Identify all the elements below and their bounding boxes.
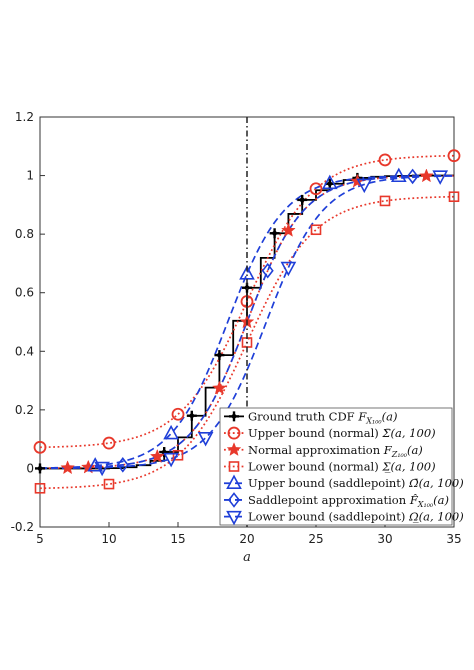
legend-entry-4: Lower bound (normal) Σ̲(a, 100) [224,460,436,474]
marker-triangle-up [321,174,338,190]
y-tick-label: 1.2 [15,110,34,124]
x-tick-label: 30 [377,532,392,546]
legend-label: Normal approximation FZ₁₀₀(a) [248,443,423,459]
marker-plus [186,410,197,421]
legend-label: Saddlepoint approximation F̂X₁₀₀(a) [248,493,449,509]
marker-diamond [406,168,419,185]
marker-circle [171,407,185,421]
marker-star [149,448,165,463]
marker-triangle-down [432,170,449,185]
marker-star [281,222,296,237]
marker-circle [378,153,392,167]
marker-plus [159,447,170,458]
x-tick-label: 25 [308,532,323,546]
legend-entry-5: Upper bound (saddlepoint) Ω̄(a, 100) [224,474,464,490]
marker-plus-dot [299,197,305,203]
legend-entry-2: Upper bound (normal) Σ̄(a, 100) [224,426,436,440]
legend-label: Ground truth CDF FX₁₀₀(a) [248,409,397,425]
marker-star [226,442,242,456]
marker-diamond [261,262,274,279]
y-tick-label: 0 [26,461,34,475]
marker-triangle-down [94,461,110,477]
series-5-line [39,174,454,469]
marker-plus-dot [189,413,195,419]
marker-circle [227,426,241,440]
marker-plus [297,194,308,205]
marker-plus [269,228,280,239]
legend: Ground truth CDF FX₁₀₀(a)Upper bound (no… [219,407,464,526]
legend-entry-6: Saddlepoint approximation F̂X₁₀₀(a) [224,492,449,509]
marker-plus [214,350,225,361]
marker-plus-dot [231,413,237,419]
y-tick-label: -0.2 [11,520,34,534]
axis-ticks: 5 10 15 20 25 30 35 -0.2 0 0.2 0.4 0.6 0.8 1 1.2 [11,110,462,546]
marker-circle [102,436,116,450]
x-tick-label: 15 [170,532,185,546]
marker-circle [309,182,323,196]
y-tick-label: 0.4 [15,344,34,358]
y-tick-label: 0.8 [15,227,34,241]
marker-diamond [227,492,241,508]
y-tick-label: 1 [26,169,34,183]
marker-plus-dot [37,466,43,471]
legend-label: Upper bound (normal) Σ̄(a, 100) [248,426,436,440]
marker-star [60,460,75,475]
marker-triangle-up [87,457,104,472]
legend-label: Upper bound (saddlepoint) Ω̄(a, 100) [248,476,464,490]
marker-triangle-down [280,261,297,277]
marker-star [419,168,434,183]
marker-square [172,449,184,461]
marker-plus [229,411,239,422]
marker-circle [447,149,461,163]
marker-star [212,380,227,395]
y-tick-label: 0.2 [15,403,34,417]
y-tick-label: 0.6 [15,286,34,300]
marker-plus-dot [327,181,333,187]
marker-square [379,195,391,207]
series-6-line [39,174,455,470]
x-tick-label: 10 [101,532,116,546]
series-7-line [40,175,455,470]
marker-plus-dot [272,230,277,236]
x-axis-label: a [243,550,251,565]
legend-label: Lower bound (normal) Σ̲(a, 100) [248,460,436,474]
legend-entry-7: Lower bound (saddlepoint) Ω̲(a, 100) [224,510,464,526]
marker-plus-dot [217,352,222,358]
marker-circle [33,440,47,454]
marker-plus [35,463,45,474]
marker-square [448,191,460,203]
marker-square [34,482,46,494]
marker-triangle-up [163,424,179,440]
marker-plus-dot [244,285,250,291]
marker-square [310,224,322,236]
marker-triangle-down [356,178,373,194]
marker-triangle-down [163,452,179,468]
marker-triangle-up [239,265,255,280]
legend-box [219,407,453,526]
marker-triangle-down [197,431,214,447]
marker-triangle-up [226,474,242,490]
marker-triangle-down [226,510,242,526]
x-tick-label: 35 [446,532,461,546]
legend-entry-1: Ground truth CDF FX₁₀₀(a) [224,409,397,425]
x-tick-label: 5 [36,532,44,546]
marker-diamond [116,457,129,473]
marker-square [228,461,240,472]
legend-entry-3: Normal approximation FZ₁₀₀(a) [224,442,423,459]
marker-square [103,478,115,490]
marker-triangle-up [390,167,407,183]
x-tick-label: 20 [239,532,254,546]
legend-label: Lower bound (saddlepoint) Ω̲(a, 100) [248,510,464,524]
